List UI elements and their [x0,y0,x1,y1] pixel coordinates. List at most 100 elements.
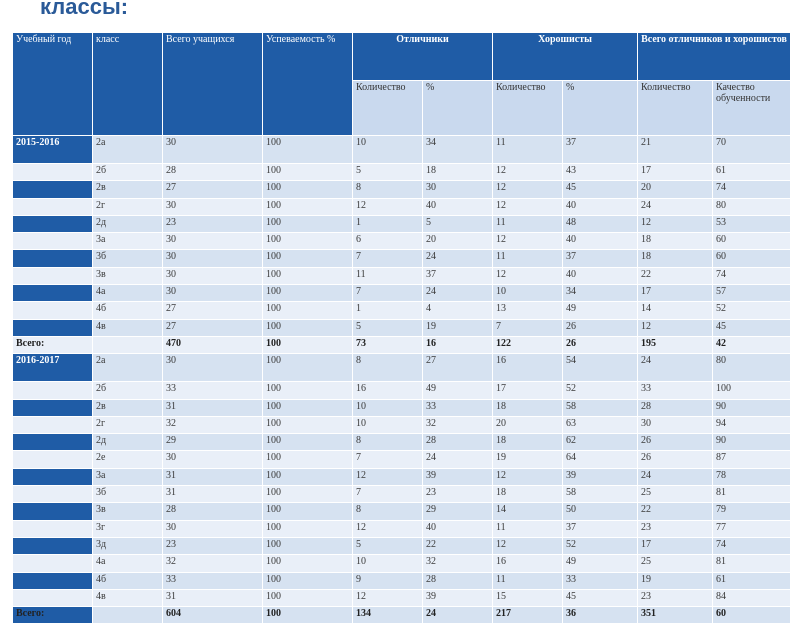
table-row: 3б 31 100 7 23 18 58 25 81 [12,485,792,504]
table-cell: 3в [92,502,163,521]
table-cell: 9 [352,571,423,590]
table-cell: 3в [92,266,163,286]
table-cell [92,606,163,624]
table-row: 3а 31 100 12 39 12 39 24 78 [12,467,792,487]
year-cell [12,450,93,469]
table-cell: 20 [637,180,713,199]
table-cell: 40 [562,197,638,216]
year-cell: 2016-2017 [12,353,93,383]
table-cell: 100 [262,433,353,452]
table-cell: 52 [562,381,638,400]
table-cell: 37 [562,249,638,268]
results-table: Учебный год класс Всего учащихся Успевае… [12,32,792,624]
table-cell: 31 [162,588,263,608]
table-cell: 39 [422,588,493,608]
table-row: 4в 27 100 5 19 7 26 12 45 [12,318,792,337]
table-cell: 28 [637,398,713,417]
table-cell: 61 [711,571,792,590]
table-row: 3а 30 100 6 20 12 40 18 60 [12,232,792,251]
table-cell: 2а [92,353,163,383]
table-cell: 20 [492,415,563,435]
table-cell: 12 [637,214,713,234]
table-cell: 12 [492,536,563,556]
table-cell: 11 [492,519,563,538]
table-cell: 4а [92,554,163,573]
table-cell: 18 [492,398,563,417]
table-cell: 74 [711,180,792,199]
table-cell: 30 [162,232,263,251]
table-cell: 25 [637,554,713,573]
total-cell: 16 [422,335,493,355]
table-cell: 30 [162,450,263,469]
table-cell: 2в [92,398,163,417]
table-cell: 5 [352,536,423,556]
table-cell: 64 [562,450,638,469]
table-cell: 12 [492,467,563,487]
table-cell: 31 [162,485,263,504]
table-cell: 11 [492,214,563,234]
table-cell: 10 [352,554,423,573]
table-cell: 49 [422,381,493,400]
table-cell: 3а [92,467,163,487]
table-cell: 17 [637,284,713,303]
table-cell: 90 [711,433,792,452]
table-cell: 100 [262,232,353,251]
table-cell: 23 [637,588,713,608]
table-cell: 77 [711,519,792,538]
table-cell: 16 [352,381,423,400]
table-row: 4а 30 100 7 24 10 34 17 57 [12,284,792,303]
table-cell: 12 [492,197,563,216]
table-row: 2в 31 100 10 33 18 58 28 90 [12,398,792,417]
table-cell: 39 [562,467,638,487]
year-cell [12,301,93,320]
table-cell: 23 [637,519,713,538]
table-cell: 30 [162,266,263,286]
table-cell: 70 [711,135,792,164]
total-cell: 217 [492,606,563,624]
table-cell: 4в [92,318,163,337]
table-cell: 100 [262,554,353,573]
table-row: 4в 31 100 12 39 15 45 23 84 [12,588,792,608]
table-cell: 58 [562,398,638,417]
total-cell: 26 [562,335,638,355]
table-cell: 2г [92,415,163,435]
table-cell: 2е [92,450,163,469]
total-cell: 73 [352,335,423,355]
table-cell: 74 [711,266,792,286]
year-cell [12,415,93,435]
table-cell: 2б [92,381,163,400]
year-cell [12,249,93,268]
table-cell: 26 [562,318,638,337]
table-cell: 100 [262,162,353,182]
table-cell: 17 [492,381,563,400]
table-cell: 100 [262,519,353,538]
table-cell: 30 [162,249,263,268]
table-cell: 26 [637,450,713,469]
table-row: 2д 29 100 8 28 18 62 26 90 [12,433,792,452]
table-cell: 57 [711,284,792,303]
table-row: 3д 23 100 5 22 12 52 17 74 [12,536,792,556]
table-cell: 5 [352,162,423,182]
table-cell: 60 [711,249,792,268]
table-cell: 11 [492,249,563,268]
table-cell: 24 [422,249,493,268]
table-cell: 18 [637,249,713,268]
table-cell: 12 [492,232,563,251]
table-cell: 30 [162,519,263,538]
table-cell: 15 [492,588,563,608]
table-cell: 16 [492,554,563,573]
table-cell: 61 [711,162,792,182]
table-cell: 7 [492,318,563,337]
table-cell: 100 [262,485,353,504]
table-cell: 11 [492,135,563,164]
table-cell: 52 [711,301,792,320]
table-cell: 100 [262,180,353,199]
table-cell: 30 [162,197,263,216]
table-cell: 5 [352,318,423,337]
table-cell: 22 [422,536,493,556]
table-cell: 4б [92,301,163,320]
table-cell: 18 [637,232,713,251]
table-cell: 31 [162,398,263,417]
table-cell: 90 [711,398,792,417]
year-cell [12,180,93,199]
